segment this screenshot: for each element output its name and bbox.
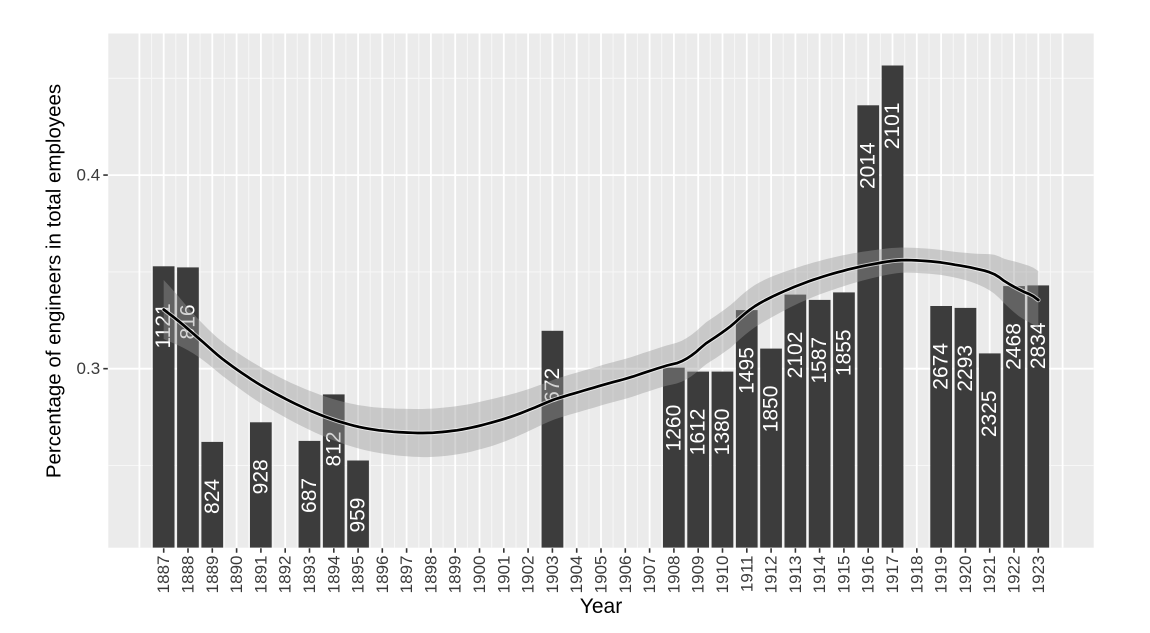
svg-text:1920: 1920 [956, 556, 975, 594]
svg-text:Percentage of engineers in tot: Percentage of engineers in total employe… [43, 84, 66, 478]
svg-text:1921: 1921 [980, 555, 999, 593]
svg-text:2468: 2468 [1003, 323, 1026, 370]
svg-text:1922: 1922 [1005, 556, 1024, 594]
svg-text:1892: 1892 [276, 556, 295, 594]
svg-text:1908: 1908 [664, 556, 683, 594]
svg-text:1905: 1905 [592, 556, 611, 594]
svg-text:1913: 1913 [786, 556, 805, 594]
svg-text:1889: 1889 [203, 556, 222, 594]
svg-text:1906: 1906 [616, 556, 635, 594]
svg-text:2014: 2014 [857, 142, 880, 189]
svg-text:672: 672 [541, 368, 564, 403]
svg-text:812: 812 [322, 431, 345, 466]
svg-text:1903: 1903 [543, 556, 562, 594]
svg-text:928: 928 [249, 459, 272, 494]
svg-text:0.4: 0.4 [77, 166, 101, 185]
svg-text:1917: 1917 [883, 556, 902, 594]
svg-text:1891: 1891 [251, 556, 270, 594]
svg-text:1380: 1380 [711, 409, 734, 456]
svg-text:1910: 1910 [713, 556, 732, 594]
svg-text:2102: 2102 [784, 332, 807, 379]
svg-text:959: 959 [347, 498, 370, 533]
svg-text:1918: 1918 [907, 556, 926, 594]
svg-text:1915: 1915 [834, 556, 853, 594]
svg-text:824: 824 [201, 479, 224, 514]
svg-text:2101: 2101 [881, 103, 904, 150]
svg-text:2834: 2834 [1027, 322, 1050, 369]
svg-text:1893: 1893 [300, 556, 319, 594]
svg-text:1495: 1495 [735, 347, 758, 394]
svg-text:1612: 1612 [687, 409, 710, 456]
svg-text:0.3: 0.3 [77, 359, 101, 378]
svg-text:1894: 1894 [324, 556, 343, 594]
svg-text:2674: 2674 [930, 343, 953, 390]
svg-text:1895: 1895 [349, 556, 368, 594]
svg-text:1914: 1914 [810, 556, 829, 594]
svg-text:1899: 1899 [446, 556, 465, 594]
svg-text:1260: 1260 [662, 405, 685, 452]
svg-text:1896: 1896 [373, 556, 392, 594]
svg-text:1587: 1587 [808, 337, 831, 384]
svg-text:816: 816 [177, 304, 200, 339]
svg-text:1887: 1887 [154, 556, 173, 594]
svg-text:1850: 1850 [760, 386, 783, 433]
svg-text:1907: 1907 [640, 556, 659, 594]
svg-text:1911: 1911 [737, 556, 756, 593]
svg-text:1901: 1901 [494, 556, 513, 594]
svg-text:Year: Year [580, 595, 622, 618]
svg-text:1916: 1916 [859, 556, 878, 594]
svg-text:1890: 1890 [227, 556, 246, 594]
svg-text:1897: 1897 [397, 556, 416, 594]
svg-text:1912: 1912 [762, 556, 781, 594]
svg-text:2325: 2325 [978, 390, 1001, 437]
svg-text:1909: 1909 [689, 556, 708, 594]
svg-text:1902: 1902 [519, 556, 538, 594]
svg-text:2293: 2293 [954, 345, 977, 392]
svg-text:1900: 1900 [470, 556, 489, 594]
svg-text:1855: 1855 [832, 329, 855, 376]
svg-text:1923: 1923 [1029, 556, 1048, 594]
svg-text:1898: 1898 [421, 556, 440, 594]
svg-text:687: 687 [298, 478, 321, 513]
svg-text:1888: 1888 [179, 556, 198, 594]
svg-text:1919: 1919 [932, 556, 951, 594]
svg-text:1904: 1904 [567, 556, 586, 594]
